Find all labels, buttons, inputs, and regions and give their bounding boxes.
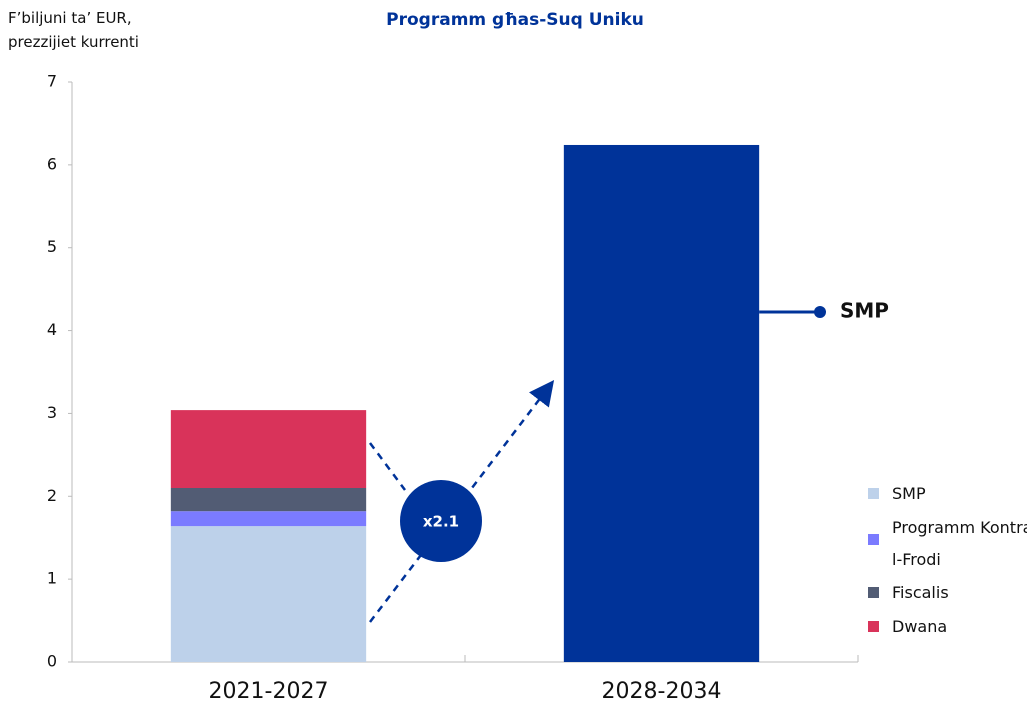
bar-segment (170, 526, 367, 662)
legend-swatch (868, 621, 879, 632)
legend-label: Programm Kontra l-Frodi (892, 518, 1027, 569)
legend-label: Fiscalis (892, 583, 949, 602)
chart-title: Programm għas-Suq Uniku (386, 10, 644, 30)
y-tick-label: 2 (47, 486, 57, 505)
y-tick-label: 5 (47, 237, 57, 256)
y-tick-label: 7 (47, 72, 57, 91)
callout-label: SMP (840, 299, 889, 323)
legend-label: Dwana (892, 617, 948, 636)
y-tick-label: 0 (47, 652, 57, 671)
y-tick-label: 6 (47, 154, 57, 173)
growth-badge (400, 480, 482, 562)
legend-label: SMP (892, 484, 926, 503)
y-axis-label: F’biljuni ta’ EUR, prezzijiet kurrenti (8, 9, 139, 51)
x-tick-label: 2021-2027 (209, 679, 329, 704)
x-tick-label: 2028-2034 (602, 679, 722, 704)
arrow-line (368, 442, 407, 491)
legend-swatch (868, 587, 879, 598)
y-tick-label: 3 (47, 403, 57, 422)
bar-segment (170, 511, 367, 527)
bar-segment (170, 410, 367, 488)
bar-segment (563, 144, 760, 662)
growth-label: x2.1 (423, 513, 459, 531)
legend-swatch (868, 488, 879, 499)
y-tick-label: 4 (47, 320, 57, 339)
legend-swatch (868, 534, 879, 545)
bar-segment (170, 488, 367, 512)
callout-dot (814, 306, 826, 318)
y-tick-label: 1 (47, 569, 57, 588)
